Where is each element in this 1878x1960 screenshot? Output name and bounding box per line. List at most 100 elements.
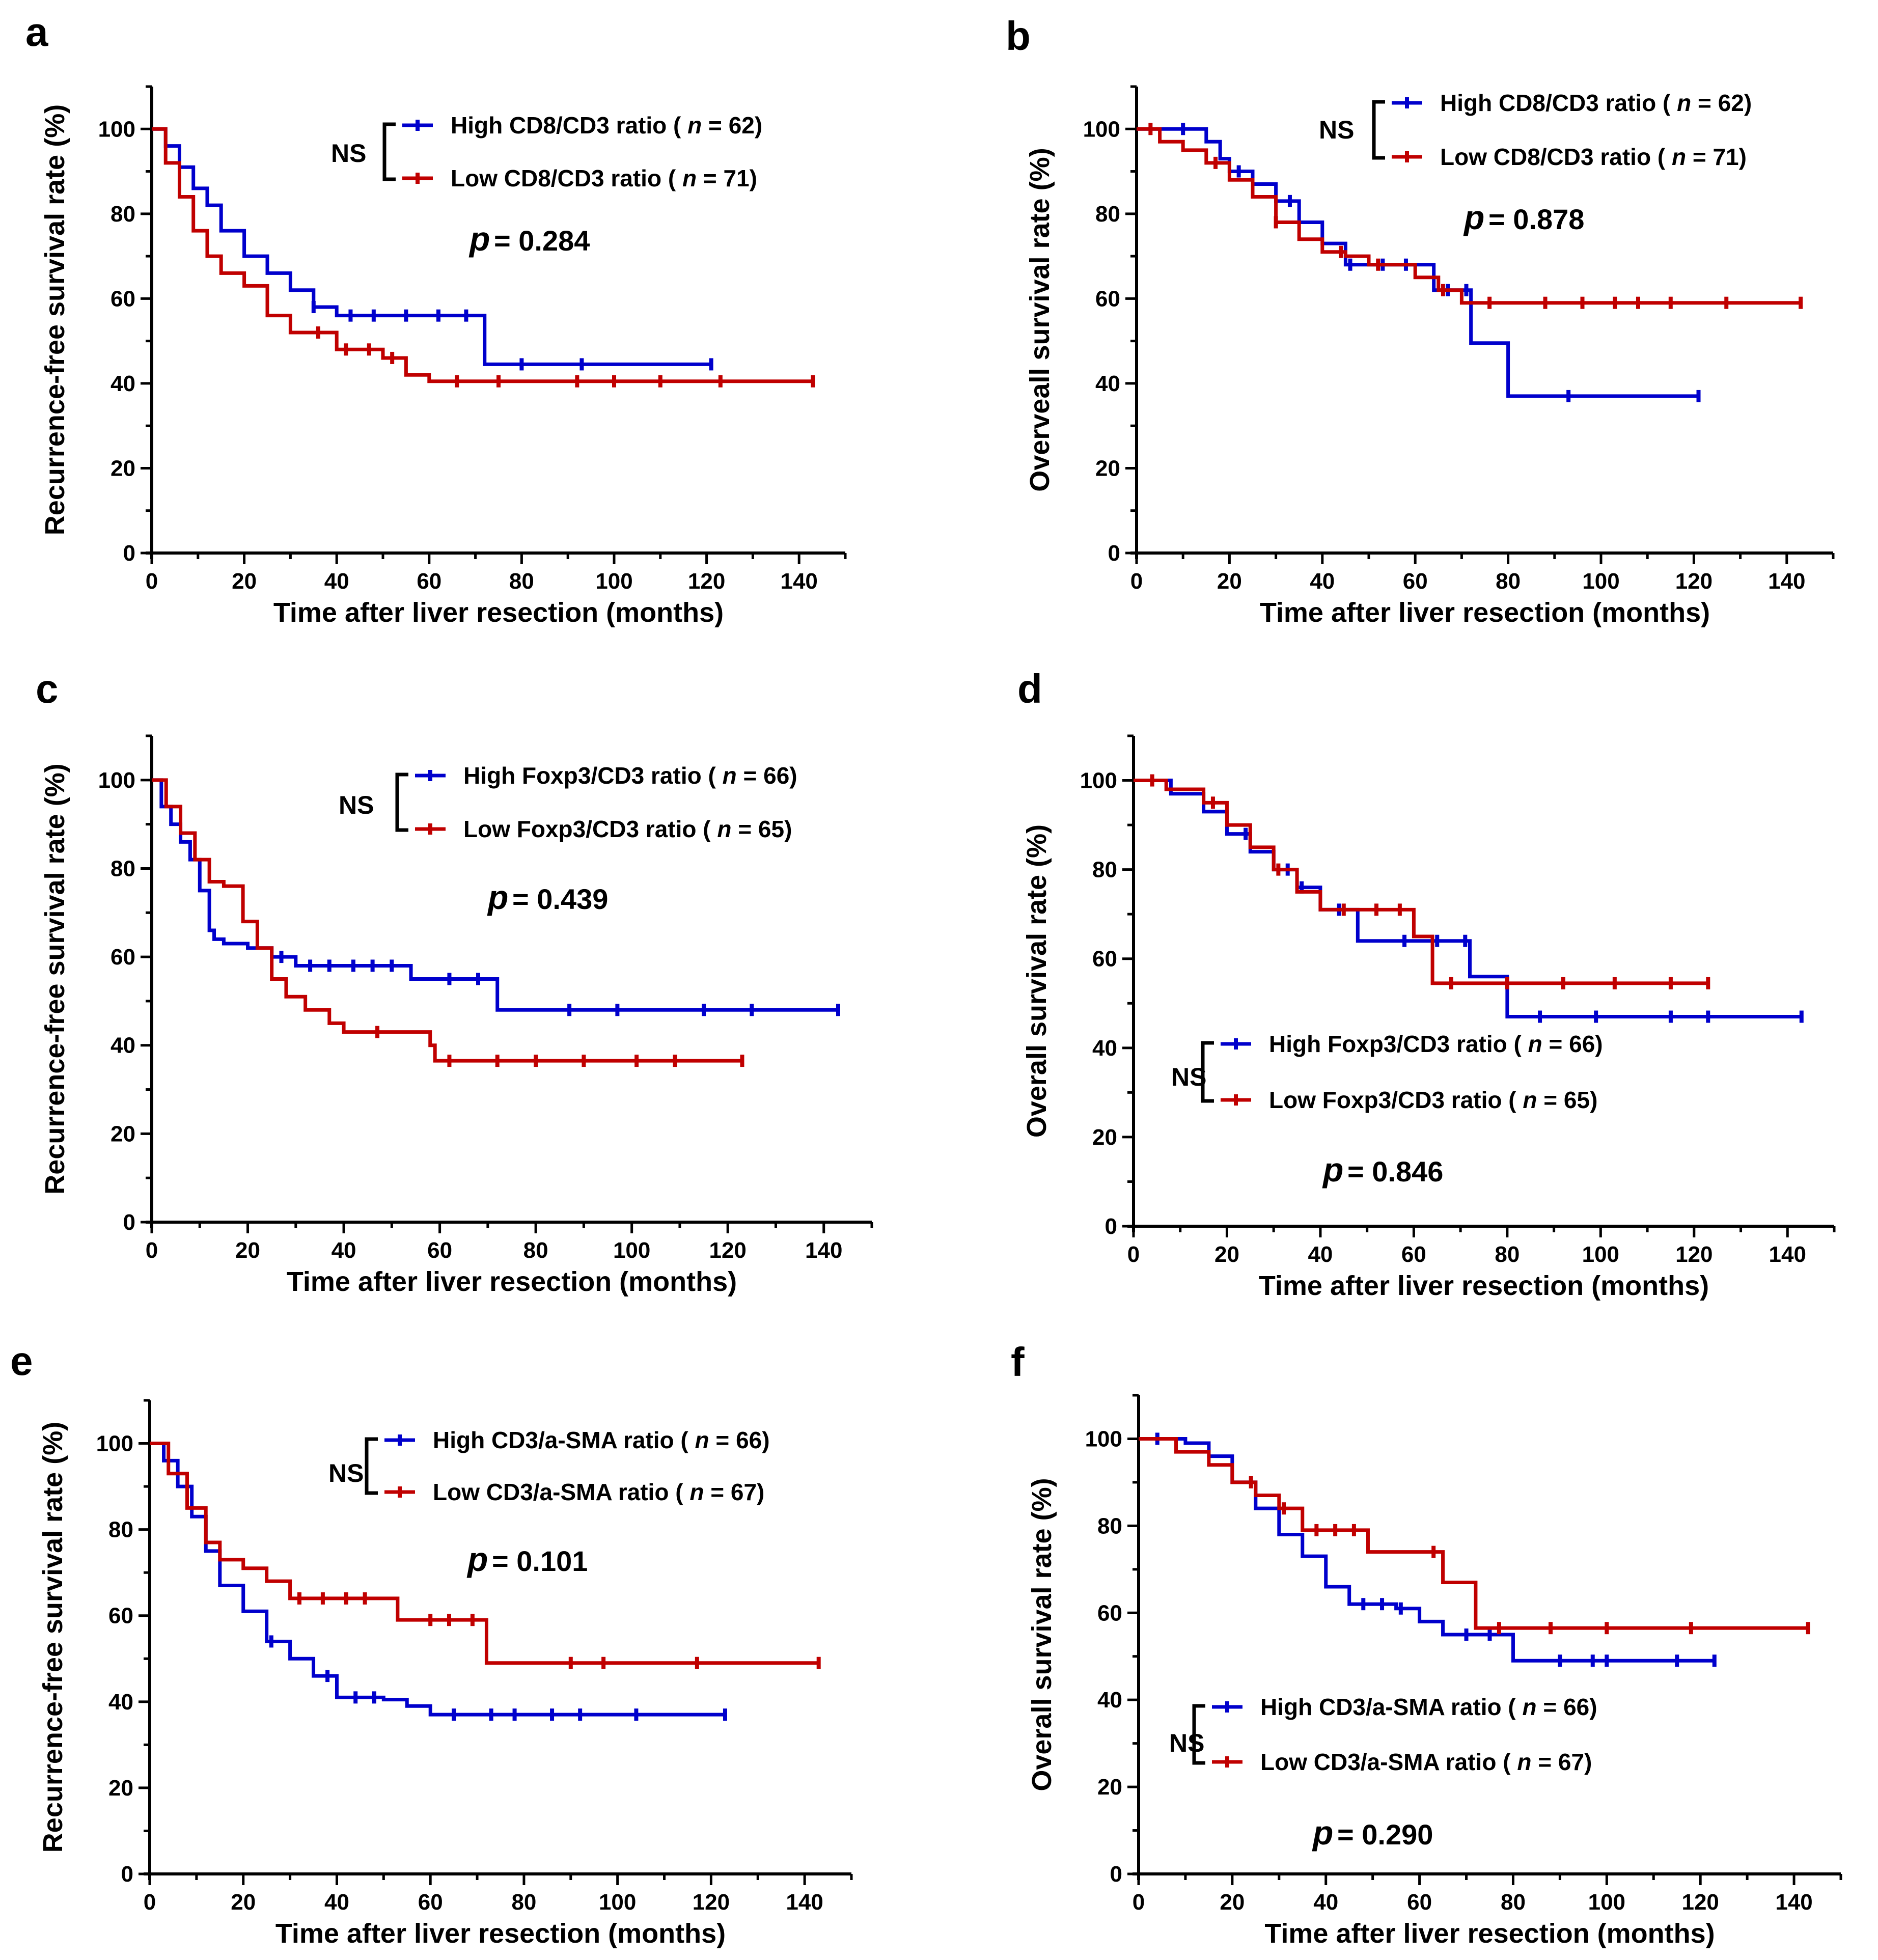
legend-item-low: Low Foxp3/CD3 ratio ( n = 65) [415, 816, 792, 842]
legend-n-value: = 71) [697, 165, 757, 191]
series-low [150, 1442, 821, 1669]
y-axis-title: Recurrence-free survival rate (%) [40, 763, 70, 1194]
x-tick-label: 120 [1675, 1242, 1713, 1267]
legend-label: High CD8/CD3 ratio ( n = 62) [451, 112, 762, 139]
legend: NS High CD8/CD3 ratio ( n = 62) Low CD8/CD… [331, 112, 762, 191]
legend-item-high: High CD3/a-SMA ratio ( n = 66) [384, 1427, 770, 1453]
y-tick-label: 40 [108, 1690, 133, 1715]
x-tick-label: 20 [231, 1890, 256, 1915]
ns-label: NS [331, 139, 366, 168]
series-low [152, 127, 815, 388]
y-tick-label: 60 [111, 945, 135, 970]
chart-panel-e: e 0 20 40 60 80 100 0 20 40 60 80 100 120 140 Time afte… [10, 1338, 853, 1949]
x-tick-label: 80 [1501, 1890, 1526, 1915]
legend-item-low: Low CD8/CD3 ratio ( n = 71) [1392, 144, 1747, 170]
y-tick-label: 40 [1097, 1688, 1122, 1713]
legend-label: High Foxp3/CD3 ratio ( n = 66) [1269, 1031, 1603, 1057]
legend-n-value: = 62) [702, 112, 762, 139]
x-tick-label: 140 [1768, 569, 1805, 594]
legend-item-high: High Foxp3/CD3 ratio ( n = 66) [1221, 1031, 1603, 1057]
y-tick-label: 80 [108, 1517, 133, 1542]
legend-label-text: Low CD8/CD3 ratio ( [451, 165, 682, 191]
legend-bracket [365, 1437, 378, 1495]
x-tick-label: 60 [1401, 1242, 1426, 1267]
legend-n-symbol: n [1517, 1749, 1531, 1775]
x-tick-label: 100 [599, 1890, 636, 1915]
ns-label: NS [1171, 1063, 1206, 1091]
y-axis-title: Overall survival rate (%) [1027, 1478, 1057, 1791]
panel-letter: b [1006, 13, 1031, 59]
panel-letter: e [10, 1338, 33, 1384]
y-tick-label: 20 [1097, 1775, 1122, 1800]
legend-label-text: Low Foxp3/CD3 ratio ( [1269, 1087, 1523, 1113]
p-value: p = 0.290 [1312, 1814, 1433, 1852]
p-symbol: p [1322, 1151, 1343, 1189]
legend-n-symbol: n [723, 762, 737, 789]
y-tick-label: 60 [1097, 1600, 1122, 1625]
x-tick-label: 120 [688, 569, 725, 594]
p-symbol: p [1463, 199, 1484, 236]
legend-n-value: = 66) [737, 762, 797, 789]
survival-curve [1139, 1437, 1715, 1663]
survival-curve [1134, 779, 1708, 985]
x-tick-label: 60 [418, 1890, 443, 1915]
y-tick-label: 80 [111, 856, 135, 881]
legend-n-symbol: n [1523, 1694, 1537, 1720]
legend-bracket [382, 122, 396, 181]
legend-label: High Foxp3/CD3 ratio ( n = 66) [463, 762, 797, 789]
x-tick-label: 40 [1310, 569, 1335, 594]
chart-panel-c: c 0 20 40 60 80 100 0 20 40 60 80 100 120 140 Time afte… [36, 666, 873, 1297]
legend-n-symbol: n [1528, 1031, 1542, 1057]
x-tick-label: 80 [1496, 569, 1521, 594]
legend-bracket [395, 772, 408, 832]
legend-n-value: = 65) [1537, 1087, 1597, 1113]
legend-label-text: High CD3/a-SMA ratio ( [433, 1427, 695, 1453]
series-low [1139, 1437, 1810, 1635]
legend-label: Low CD3/a-SMA ratio ( n = 67) [1260, 1749, 1592, 1775]
x-tick-label: 60 [1403, 569, 1428, 594]
legend-item-high: High CD3/a-SMA ratio ( n = 66) [1212, 1694, 1597, 1720]
legend-item-low: Low CD3/a-SMA ratio ( n = 67) [1212, 1749, 1592, 1775]
legend-n-value: = 71) [1686, 144, 1747, 170]
legend-label-text: Low CD3/a-SMA ratio ( [433, 1479, 689, 1505]
y-tick-label: 60 [108, 1604, 133, 1628]
y-tick-label: 100 [1080, 768, 1117, 793]
x-tick-label: 60 [417, 569, 441, 594]
ns-label: NS [1319, 116, 1354, 144]
y-tick-label: 0 [121, 1862, 133, 1887]
y-tick-label: 40 [1092, 1036, 1117, 1061]
p-value: p = 0.846 [1322, 1151, 1443, 1189]
x-tick-label: 0 [146, 569, 158, 594]
legend-item-low: Low Foxp3/CD3 ratio ( n = 65) [1221, 1087, 1597, 1113]
survival-curve [152, 127, 711, 366]
y-tick-label: 100 [96, 1431, 133, 1456]
ns-label: NS [339, 791, 374, 819]
legend-n-symbol: n [689, 1479, 704, 1505]
x-axis-title: Time after liver resection (months) [1264, 1918, 1715, 1949]
x-tick-label: 40 [1308, 1242, 1333, 1267]
survival-curve [1139, 1437, 1808, 1630]
legend-label: Low CD3/a-SMA ratio ( n = 67) [433, 1479, 764, 1505]
panel-letter: c [36, 666, 59, 711]
legend-item-high: High CD8/CD3 ratio ( n = 62) [402, 112, 762, 139]
legend-label-text: High CD8/CD3 ratio ( [451, 112, 687, 139]
panel-letter: a [25, 9, 48, 54]
y-tick-label: 0 [123, 1210, 135, 1235]
legend: NS High CD8/CD3 ratio ( n = 62) Low CD8/CD… [1319, 90, 1752, 170]
x-tick-label: 80 [511, 1890, 536, 1915]
legend-item-low: Low CD3/a-SMA ratio ( n = 67) [384, 1479, 764, 1505]
p-value: p = 0.284 [468, 220, 590, 258]
p-symbol: p [468, 220, 490, 258]
y-tick-label: 20 [111, 456, 135, 481]
legend: NS High Foxp3/CD3 ratio ( n = 66) Low Foxp… [1171, 1031, 1603, 1113]
p-value-text: = 0.846 [1347, 1155, 1443, 1188]
x-tick-label: 80 [1495, 1242, 1520, 1267]
x-tick-label: 140 [780, 569, 817, 594]
p-value: p = 0.439 [487, 878, 608, 916]
y-tick-label: 100 [98, 117, 135, 142]
series-high [150, 1442, 727, 1721]
x-tick-label: 40 [332, 1238, 356, 1263]
legend-n-value: = 66) [1537, 1694, 1597, 1720]
legend-label-text: Low Foxp3/CD3 ratio ( [463, 816, 717, 842]
